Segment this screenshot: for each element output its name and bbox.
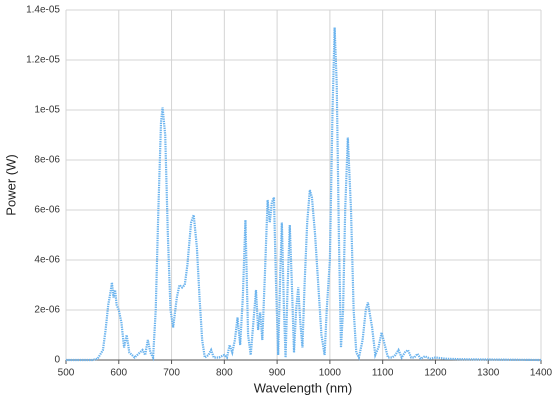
y-tick-label: 0 <box>54 355 60 366</box>
x-tick-label: 900 <box>269 368 286 379</box>
y-tick-label: 1e-05 <box>34 105 60 116</box>
y-tick-label: 4e-06 <box>34 255 60 266</box>
x-tick-label: 1300 <box>477 368 500 379</box>
x-tick-label: 500 <box>58 368 75 379</box>
x-tick-label: 1200 <box>424 368 447 379</box>
x-tick-label: 800 <box>216 368 233 379</box>
y-tick-label: 1.4e-05 <box>26 5 60 16</box>
y-tick-label: 8e-06 <box>34 155 60 166</box>
x-tick-label: 700 <box>163 368 180 379</box>
y-axis-title: Power (W) <box>3 154 18 215</box>
x-tick-label: 1400 <box>530 368 553 379</box>
y-tick-label: 6e-06 <box>34 205 60 216</box>
y-tick-label: 2e-06 <box>34 305 60 316</box>
x-tick-label: 1100 <box>372 368 394 379</box>
x-tick-label: 1000 <box>319 368 342 379</box>
data-line <box>66 27 542 362</box>
x-tick-label: 600 <box>110 368 127 379</box>
x-axis-title: Wavelength (nm) <box>254 380 353 395</box>
y-tick-label: 1.2e-05 <box>26 55 60 66</box>
